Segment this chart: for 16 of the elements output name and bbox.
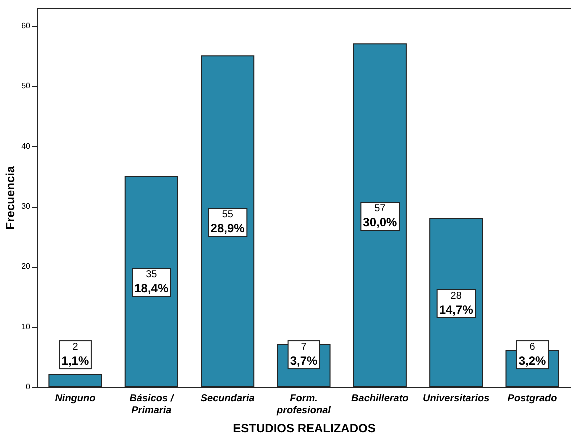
x-tick-label: Básicos / Primaria (130, 394, 175, 416)
y-tick-label: 50 (22, 82, 32, 91)
x-tick-label: Universitarios (423, 394, 490, 404)
y-tick-label: 20 (22, 262, 32, 272)
y-tick-label: 40 (22, 142, 32, 151)
x-tick-label: Secundaria (200, 394, 256, 404)
y-tick-label: 60 (22, 22, 32, 31)
y-axis-title: Frecuencia (4, 166, 18, 230)
y-tick-label: 30 (22, 202, 32, 212)
x-tick-label: Ninguno (55, 394, 96, 404)
y-tick-label: 0 (26, 382, 32, 392)
y-tick-label: 10 (22, 322, 32, 332)
x-tick-label: Postgrado (508, 394, 558, 404)
x-tick-label: Form. profesional (276, 394, 332, 416)
x-tick-label: Bachillerato (352, 394, 409, 404)
x-axis-title: ESTUDIOS REALIZADOS (233, 422, 376, 436)
